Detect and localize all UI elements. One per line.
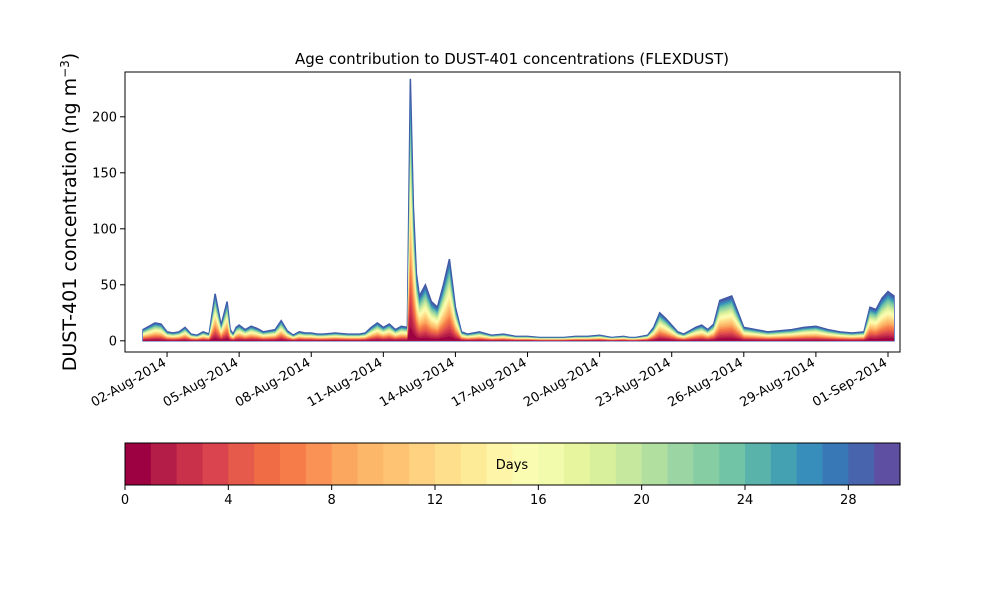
age-band-2-3-days: [143, 303, 894, 341]
colorbar-bin-27: [822, 443, 849, 485]
colorbar-bin-20: [641, 443, 669, 485]
age-band-8-9-days: [143, 246, 894, 341]
age-band-26-27-days: [143, 101, 894, 341]
colorbar-bin-18: [590, 443, 617, 485]
age-band-23-24-days: [143, 124, 894, 341]
x-tick-label: 01-Sep-2014: [810, 355, 890, 410]
colorbar-bin-0: [125, 443, 152, 485]
series-layer: [142, 78, 895, 342]
y-tick-label: 100: [92, 222, 117, 237]
plot-frame: [124, 71, 901, 353]
age-band-22-23-days: [143, 131, 894, 341]
colorbar-bin-8: [331, 443, 359, 485]
age-band-16-17-days: [143, 179, 894, 341]
colorbar-axis: 0 4 8 12 16 20 24 28: [121, 485, 857, 508]
x-tick-label: 20-Aug-2014: [521, 355, 601, 410]
age-band-24-25-days: [143, 116, 894, 341]
age-band-14-15-days: [143, 195, 894, 341]
y-axis-title-main: DUST-401 concentration (ng m: [59, 78, 81, 371]
age-band-1-2-days: [143, 314, 894, 341]
colorbar-bin-9: [357, 443, 384, 485]
colorbar-bin-10: [383, 443, 410, 485]
y-tick-label: 50: [100, 278, 117, 293]
age-band-18-19-days: [143, 163, 894, 341]
age-band-10-11-days: [143, 229, 894, 341]
y-tick-label: 200: [92, 110, 117, 125]
colorbar-bin-26: [796, 443, 824, 485]
colorbar-bin-1: [150, 443, 178, 485]
colorbar-label: Days: [496, 458, 529, 473]
y-tick-label: 0: [109, 334, 117, 349]
colorbar-bin-14: [486, 443, 514, 485]
age-band-21-22-days: [143, 139, 894, 341]
y-axis: 0 50 100 150 200: [92, 110, 125, 349]
colorbar-bin-4: [228, 443, 255, 485]
colorbar-tick-label: 24: [737, 493, 754, 508]
x-tick-label: 05-Aug-2014: [161, 355, 241, 410]
colorbar-tick-label: 20: [633, 493, 650, 508]
age-band-20-21-days: [143, 147, 894, 341]
x-tick-label: 23-Aug-2014: [593, 355, 673, 410]
colorbar-bin-13: [460, 443, 488, 485]
colorbar-bin-21: [667, 443, 694, 485]
colorbar-bin-3: [202, 443, 229, 485]
age-band-27-28-days: [143, 93, 894, 341]
svg-text:DUST-401 concentration (ng m−3: DUST-401 concentration (ng m−3): [58, 53, 81, 371]
colorbar-bin-11: [409, 443, 436, 485]
x-tick-label: 08-Aug-2014: [233, 355, 313, 410]
colorbar-tick-label: 12: [427, 493, 444, 508]
colorbar-tick-label: 0: [121, 493, 129, 508]
colorbar-bin-2: [176, 443, 204, 485]
x-axis: 02-Aug-201405-Aug-201408-Aug-201411-Aug-…: [89, 352, 890, 411]
x-tick-label: 17-Aug-2014: [449, 355, 529, 410]
y-tick-label: 150: [92, 166, 117, 181]
colorbar-bin-17: [564, 443, 591, 485]
x-tick-label: 02-Aug-2014: [89, 355, 169, 410]
colorbar-bin-19: [615, 443, 643, 485]
age-band-3-4-days: [143, 293, 894, 341]
age-band-25-26-days: [143, 108, 894, 341]
colorbar-bin-29: [874, 443, 901, 485]
colorbar-bin-12: [435, 443, 462, 485]
chart-title: Age contribution to DUST-401 concentrati…: [295, 50, 729, 68]
colorbar-tick-label: 16: [530, 493, 547, 508]
colorbar-bin-22: [693, 443, 720, 485]
colorbar-tick-label: 28: [840, 493, 857, 508]
age-band-28-29-days: [143, 86, 894, 341]
colorbar-bin-28: [848, 443, 875, 485]
x-tick-label: 14-Aug-2014: [377, 355, 457, 410]
age-band-11-12-days: [143, 220, 894, 341]
colorbar-bin-5: [254, 443, 281, 485]
colorbar-bin-15: [512, 443, 539, 485]
colorbar-bin-16: [538, 443, 565, 485]
age-band-12-13-days: [143, 212, 894, 341]
colorbar-bin-23: [719, 443, 746, 485]
age-band-13-14-days: [143, 203, 894, 341]
colorbar-bin-7: [305, 443, 333, 485]
colorbar-bin-25: [770, 443, 798, 485]
y-axis-title-close: ): [59, 53, 81, 60]
age-band-29-30-days: [142, 78, 895, 342]
age-band-19-20-days: [143, 155, 894, 341]
age-band-4-5-days: [143, 283, 894, 341]
x-tick-label: 29-Aug-2014: [738, 355, 818, 410]
colorbar-bin-6: [280, 443, 307, 485]
age-band-0-1-days: [143, 326, 894, 341]
x-tick-label: 26-Aug-2014: [665, 355, 745, 410]
colorbar: [125, 443, 901, 485]
age-band-9-10-days: [143, 237, 894, 341]
age-band-15-16-days: [143, 187, 894, 341]
y-axis-title-exponent: −3: [58, 60, 72, 78]
colorbar-tick-label: 8: [328, 493, 336, 508]
x-tick-label: 11-Aug-2014: [305, 355, 385, 410]
colorbar-bin-24: [745, 443, 772, 485]
y-axis-title: DUST-401 concentration (ng m−3): [58, 53, 81, 371]
colorbar-frame: [124, 442, 901, 486]
colorbar-tick-label: 4: [224, 493, 232, 508]
age-band-17-18-days: [143, 171, 894, 341]
